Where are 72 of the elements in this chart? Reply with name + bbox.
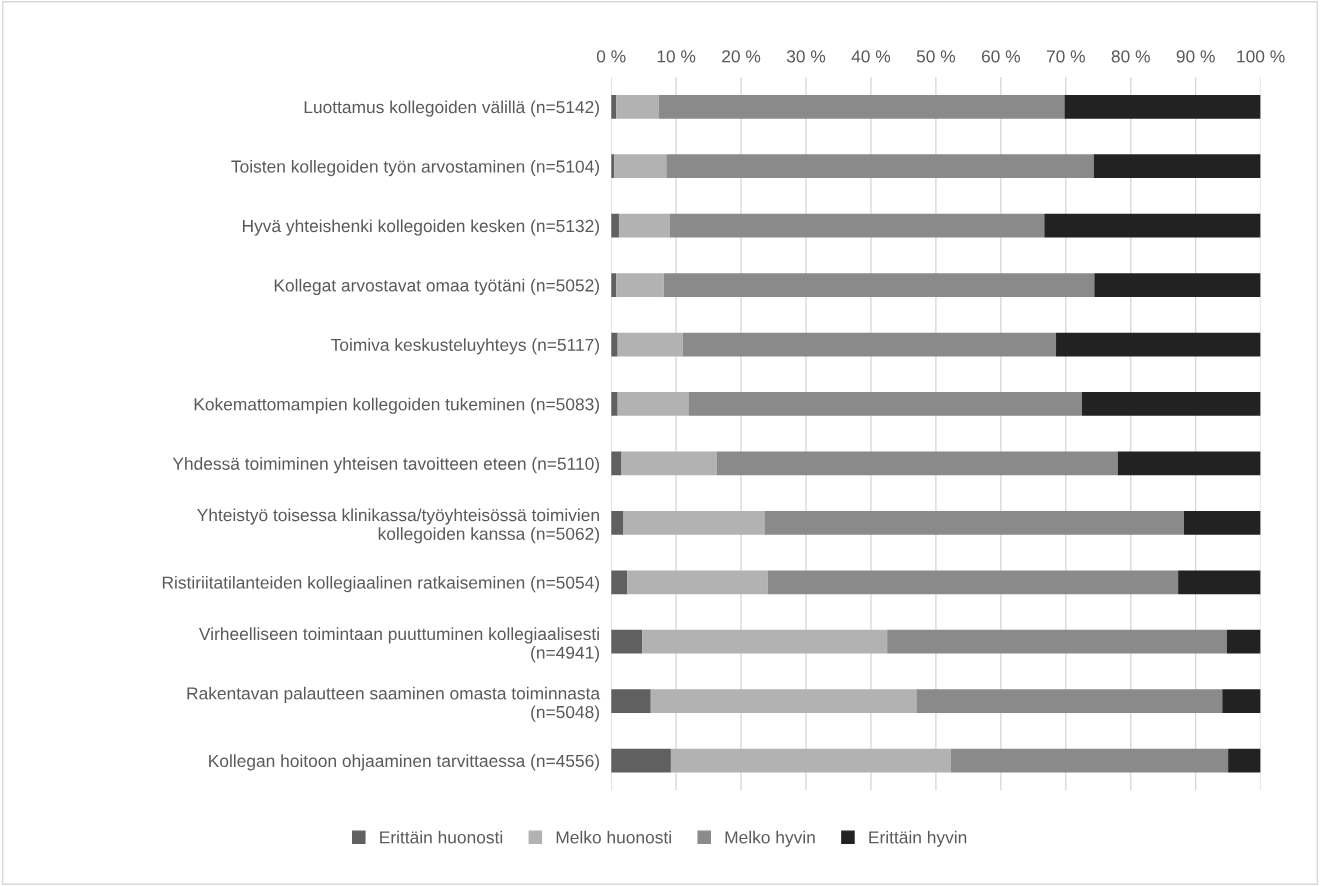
bar bbox=[611, 392, 618, 416]
x-tick-label: 70 % bbox=[1046, 50, 1085, 63]
y-tick-label: Kollegat arvostavat omaa työtäni (n=5052) bbox=[274, 278, 599, 295]
bar bbox=[658, 94, 1065, 119]
y-tick-label: Yhdessä toimiminen yhteisen tavoitteen eteen (n=5110) bbox=[172, 457, 599, 474]
x-tick-label: 90 % bbox=[1176, 50, 1215, 63]
bar bbox=[717, 451, 1118, 476]
y-tick-label: Hyvä yhteishenki kollegoiden kesken (n=5132) bbox=[242, 219, 599, 236]
y-tick-label: Ristiriitatilanteiden kollegiaalinen ratkaiseminen (n=5054) bbox=[162, 576, 599, 593]
x-tick-label: 80 % bbox=[1111, 50, 1150, 63]
bar bbox=[1064, 94, 1261, 119]
bar bbox=[627, 570, 768, 595]
bar bbox=[950, 748, 1229, 773]
bar bbox=[1228, 748, 1261, 773]
x-tick-label: 50 % bbox=[916, 50, 956, 63]
bar bbox=[1094, 273, 1261, 297]
x-tick-label: 60 % bbox=[981, 50, 1020, 63]
bar bbox=[621, 451, 718, 476]
bar bbox=[611, 510, 624, 535]
bar bbox=[1056, 332, 1261, 357]
bar bbox=[611, 332, 618, 357]
bar bbox=[1082, 392, 1261, 416]
bar bbox=[669, 213, 1045, 238]
bar bbox=[1044, 213, 1261, 238]
y-tick-label: Rakentavan palautteen saaminen omasta toiminnasta (n=5048) bbox=[187, 686, 601, 722]
y-tick-label: Toisten kollegoiden työn arvostaminen (n=5104) bbox=[231, 159, 599, 177]
bar bbox=[611, 689, 651, 714]
x-tick-label: 10 % bbox=[657, 50, 696, 63]
legend-label: Melko huonosti bbox=[556, 830, 671, 844]
y-tick-label: Toimiva keskusteluyhteys (n=5117) bbox=[331, 338, 599, 355]
y-tick-label: Yhteistyö toisessa klinikassa/työyhteisössä toimivien kollegoiden kanssa (n=5062) bbox=[197, 508, 599, 544]
x-tick-label: 100 % bbox=[1237, 50, 1285, 63]
bar bbox=[623, 510, 765, 535]
x-tick-label: 30 % bbox=[786, 50, 826, 63]
bar bbox=[670, 748, 951, 773]
y-tick-label: Kollegan hoitoon ohjaaminen tarvittaessa (n=4556) bbox=[209, 754, 599, 771]
bar bbox=[916, 689, 1223, 714]
bar bbox=[764, 510, 1184, 535]
bar bbox=[666, 154, 1094, 179]
bar bbox=[617, 332, 683, 357]
bar bbox=[688, 392, 1082, 416]
bar bbox=[642, 629, 888, 654]
bar bbox=[616, 94, 659, 119]
bar bbox=[650, 689, 917, 714]
bar bbox=[1226, 629, 1261, 654]
x-tick-label: 20 % bbox=[722, 50, 761, 63]
legend-label: Melko hyvin bbox=[725, 830, 815, 847]
bar bbox=[611, 629, 643, 654]
bar bbox=[767, 570, 1179, 595]
bar bbox=[611, 451, 622, 476]
bar bbox=[617, 392, 689, 416]
bar bbox=[1117, 451, 1261, 476]
bar bbox=[611, 213, 619, 238]
bar bbox=[1222, 689, 1261, 714]
x-tick-label: 0 % bbox=[596, 50, 626, 63]
bar bbox=[611, 570, 628, 595]
y-tick-label: Virheelliseen toimintaan puuttuminen kollegiaalisesti (n=4941) bbox=[198, 627, 599, 663]
bar bbox=[887, 629, 1227, 654]
bar bbox=[682, 332, 1057, 357]
bar bbox=[1178, 570, 1261, 595]
bar bbox=[616, 273, 664, 297]
bar bbox=[1093, 154, 1261, 179]
bar bbox=[618, 213, 670, 238]
bar bbox=[1183, 510, 1261, 535]
y-tick-label: Luottamus kollegoiden välillä (n=5142) bbox=[304, 100, 599, 117]
bar bbox=[614, 154, 667, 179]
bar bbox=[663, 273, 1095, 297]
x-tick-label: 40 % bbox=[851, 50, 891, 63]
bar bbox=[611, 748, 671, 773]
y-tick-label: Kokemattomampien kollegoiden tukeminen (n=5083) bbox=[194, 397, 599, 414]
legend-label: Erittäin huonosti bbox=[380, 830, 503, 844]
legend-label: Erittäin hyvin bbox=[869, 830, 967, 847]
